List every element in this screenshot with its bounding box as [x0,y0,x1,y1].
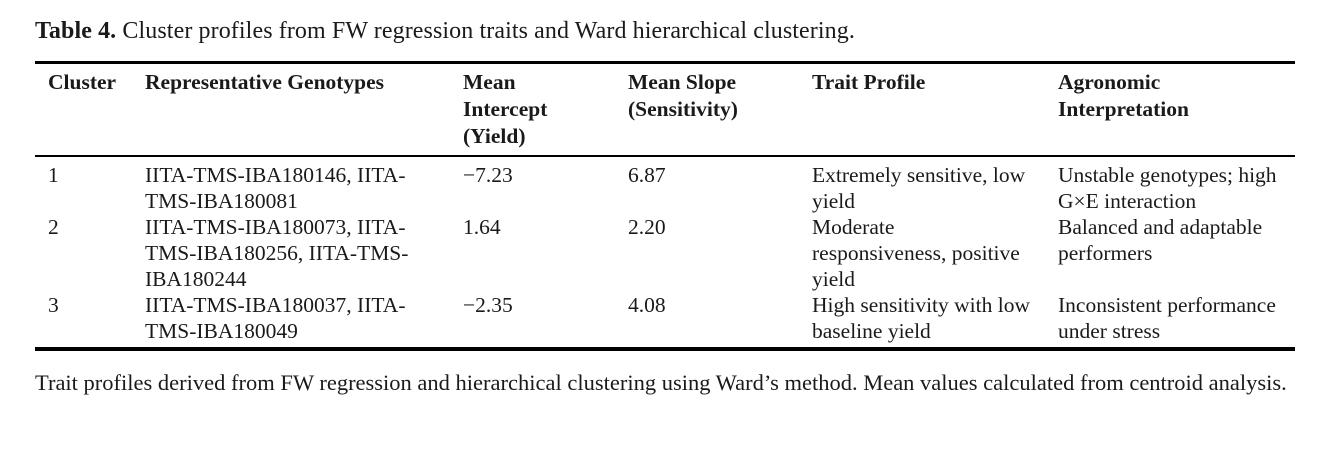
table-caption-text: Cluster profiles from FW regression trai… [122,18,855,44]
cell-genotypes: IITA-TMS-IBA180146, IITA-TMS-IBA180081 [145,163,406,213]
table-body: 1 IITA-TMS-IBA180146, IITA-TMS-IBA180081… [35,156,1295,349]
cell-mean-slope: 4.08 [628,293,666,317]
cell-mean-intercept: −7.23 [463,163,513,187]
table-caption-label: Table 4. [35,18,117,44]
cell-genotypes: IITA-TMS-IBA180073, IITA-TMS-IBA180256, … [145,215,409,291]
cell-agronomic: Balanced and adaptable performers [1058,215,1263,265]
cell-mean-slope: 6.87 [628,163,666,187]
table-footnote: Trait profiles derived from FW regressio… [35,370,1287,395]
table-row: 1 IITA-TMS-IBA180146, IITA-TMS-IBA180081… [35,156,1295,214]
page: Table 4. Cluster profiles from FW regres… [35,17,1295,395]
cell-cluster: 2 [48,215,59,239]
header-agronomic-interpretation: Agronomic Interpretation [1058,62,1295,157]
cell-trait-profile: High sensitivity with low baseline yield [812,293,1030,343]
cell-mean-intercept: 1.64 [463,215,501,239]
table-row: 2 IITA-TMS-IBA180073, IITA-TMS-IBA180256… [35,214,1295,292]
table-caption: Table 4. Cluster profiles from FW regres… [35,17,1295,45]
cell-mean-intercept: −2.35 [463,293,513,317]
table-row: 3 IITA-TMS-IBA180037, IITA-TMS-IBA180049… [35,292,1295,349]
cell-trait-profile: Moderate responsiveness, positive yield [812,215,1020,291]
table-header-row: Cluster Representative Genotypes Mean In… [35,62,1295,157]
header-mean-intercept: Mean Intercept (Yield) [463,62,628,157]
cluster-profiles-table: Cluster Representative Genotypes Mean In… [35,61,1295,351]
cell-agronomic: Inconsistent performance under stress [1058,293,1276,343]
cell-trait-profile: Extremely sensitive, low yield [812,163,1026,213]
cell-cluster: 1 [48,163,59,187]
header-mean-slope: Mean Slope (Sensitivity) [628,62,812,157]
header-cluster: Cluster [35,62,145,157]
cell-cluster: 3 [48,293,59,317]
cell-mean-slope: 2.20 [628,215,666,239]
cell-genotypes: IITA-TMS-IBA180037, IITA-TMS-IBA180049 [145,293,406,343]
header-representative-genotypes: Representative Genotypes [145,62,463,157]
header-trait-profile: Trait Profile [812,62,1058,157]
cell-agronomic: Unstable genotypes; high G×E interaction [1058,163,1277,213]
